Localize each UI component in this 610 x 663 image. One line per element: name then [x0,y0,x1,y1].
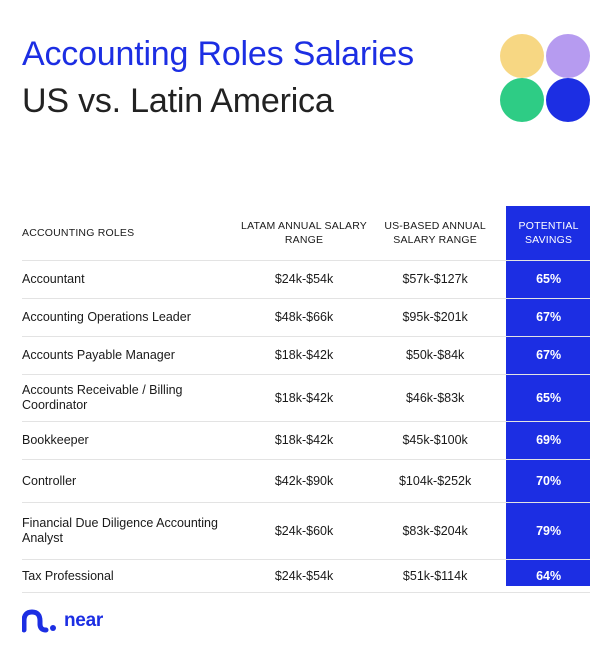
savings-cell: 67% [536,348,562,362]
column-header-roles: ACCOUNTING ROLES [22,227,135,239]
blue-dot-icon [546,78,590,122]
decorative-dots [500,34,592,124]
brand-logo: near [22,607,103,635]
table-row: Accounts Payable Manager $18k-$42k $50k-… [22,337,590,375]
salary-table: ACCOUNTING ROLES LATAM ANNUAL SALARY RAN… [22,206,590,593]
table-header: ACCOUNTING ROLES LATAM ANNUAL SALARY RAN… [22,206,590,261]
logo-text: near [64,610,103,631]
table-row: Accounting Operations Leader $48k-$66k $… [22,299,590,337]
savings-cell: 70% [536,473,562,488]
table-row: Accounts Receivable / Billing Coordinato… [22,375,590,422]
us-salary-cell: $104k-$252k [398,473,472,488]
savings-cell: 64% [536,568,562,583]
column-header-savings: POTENTIAL SAVINGS [518,220,579,246]
role-cell: Controller [22,473,77,488]
page-title: Accounting Roles Salaries [22,35,414,73]
role-cell: Tax Professional [22,568,114,583]
savings-cell: 65% [536,390,562,405]
us-salary-cell: $51k-$114k [402,568,468,583]
role-cell: Accountant [22,272,85,286]
savings-cell: 79% [536,523,562,538]
table-row: Tax Professional $24k-$54k $51k-$114k 64… [22,560,590,593]
latam-salary-cell: $42k-$90k [274,473,334,488]
latam-salary-cell: $24k-$60k [274,523,334,538]
table-row: Financial Due Diligence Accounting Analy… [22,503,590,560]
table-row: Accountant $24k-$54k $57k-$127k 65% [22,261,590,299]
role-cell: Bookkeeper [22,433,89,447]
green-dot-icon [500,78,544,122]
latam-salary-cell: $18k-$42k [274,348,334,362]
savings-cell: 65% [536,272,562,286]
page-subtitle: US vs. Latin America [22,82,334,120]
column-header-latam: LATAM ANNUAL SALARY RANGE [241,220,368,246]
table-row: Controller $42k-$90k $104k-$252k 70% [22,460,590,503]
latam-salary-cell: $18k-$42k [274,433,334,447]
latam-salary-cell: $18k-$42k [274,390,334,405]
us-salary-cell: $95k-$201k [402,310,468,324]
latam-salary-cell: $24k-$54k [274,272,334,286]
savings-cell: 69% [536,433,562,447]
us-salary-cell: $46k-$83k [405,390,465,405]
role-cell: Accounts Receivable / Billing Coordinato… [22,383,183,412]
yellow-dot-icon [500,34,544,78]
latam-salary-cell: $48k-$66k [274,310,334,324]
purple-dot-icon [546,34,590,78]
latam-salary-cell: $24k-$54k [274,568,334,583]
table-row: Bookkeeper $18k-$42k $45k-$100k 69% [22,422,590,460]
role-cell: Financial Due Diligence Accounting Analy… [22,516,218,545]
us-salary-cell: $50k-$84k [405,348,465,362]
role-cell: Accounts Payable Manager [22,348,175,362]
column-header-us: US-BASED ANNUAL SALARY RANGE [384,220,486,246]
savings-column-highlight [506,206,590,586]
near-logo-icon [22,609,56,633]
us-salary-cell: $57k-$127k [402,272,468,286]
us-salary-cell: $83k-$204k [402,523,468,538]
savings-cell: 67% [536,310,562,324]
role-cell: Accounting Operations Leader [22,310,191,324]
us-salary-cell: $45k-$100k [402,433,468,447]
